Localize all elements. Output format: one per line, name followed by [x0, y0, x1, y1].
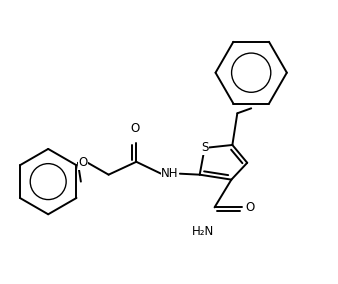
- Text: H₂N: H₂N: [192, 225, 214, 238]
- Text: O: O: [246, 201, 255, 214]
- Text: NH: NH: [161, 167, 179, 180]
- Text: O: O: [78, 156, 88, 169]
- Text: S: S: [201, 141, 208, 154]
- Text: O: O: [131, 122, 140, 135]
